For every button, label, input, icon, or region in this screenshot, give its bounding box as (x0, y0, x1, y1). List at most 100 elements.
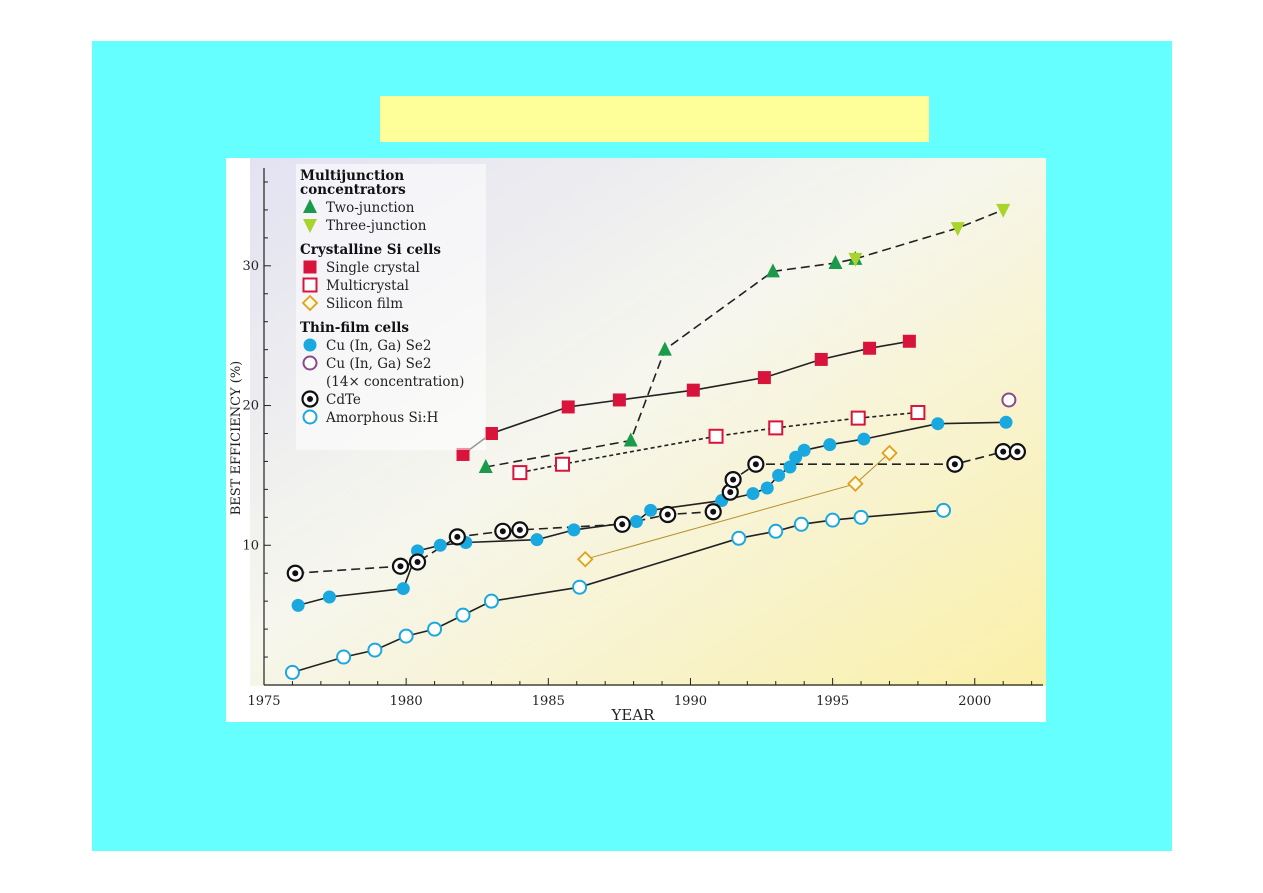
cu-in-ga-se2-point (931, 417, 945, 431)
two-junction-line (485, 258, 856, 468)
cu-in-ga-se2-point (783, 460, 797, 474)
amorphous-si-h-point (935, 502, 951, 518)
cu-in-ga-se2-point (322, 590, 336, 604)
single-crystal-point (484, 426, 498, 440)
single-crystal-point (561, 400, 575, 414)
single-crystal-point (456, 447, 470, 461)
cdte-point (659, 505, 677, 524)
legend-heading: concentrators (300, 182, 406, 198)
x-tick-label: 2000 (958, 694, 991, 709)
legend-marker (302, 409, 318, 425)
title-box (380, 96, 929, 142)
x-axis-label: YEAR (611, 706, 656, 722)
amorphous-si-h-point (572, 579, 588, 595)
y-tick-label: 10 (242, 538, 259, 553)
y-tick-label: 20 (242, 399, 259, 414)
three-junction-point (848, 252, 863, 267)
legend-entry-label: Amorphous Si:H (325, 410, 439, 426)
legend-marker (303, 199, 317, 213)
multicrystal-point (555, 456, 571, 472)
silicon-film-point (881, 444, 898, 462)
single-crystal-point (612, 393, 626, 407)
cu-in-ga-se2-point (797, 443, 811, 457)
cu-in-ga-se2-point (746, 487, 760, 501)
legend-marker (302, 355, 318, 371)
efficiency-chart: 1975 1980 1985 1990 1995 2000 10 20 30 Multijunc… (226, 158, 1046, 722)
two-junction-point (765, 263, 780, 278)
cdte-point (946, 455, 964, 473)
legend-entry-label: Single crystal (326, 260, 420, 276)
legend-heading: Thin-film cells (300, 320, 409, 336)
legend-entry-label: Multicrystal (326, 278, 409, 294)
legend-entry-label: Silicon film (326, 296, 403, 312)
multicrystal-point (910, 405, 926, 421)
amorphous-si-h-point (793, 516, 809, 532)
cu-in-ga-se2-point (857, 432, 871, 446)
silicon-film-point (847, 475, 864, 493)
multicrystal-point (708, 428, 724, 444)
legend-marker (303, 338, 317, 352)
legend-marker (301, 390, 319, 408)
cdte-point (704, 503, 722, 521)
amorphous-si-h-point (853, 509, 869, 525)
series-points (284, 203, 1027, 680)
legend-entry-label: (14× concentration) (326, 374, 464, 390)
cdte-point (448, 528, 466, 546)
axes: 1975 1980 1985 1990 1995 2000 10 20 30 (242, 168, 1043, 709)
legend-background (296, 164, 486, 450)
cdte-point (721, 483, 739, 501)
three-junction-point (950, 222, 965, 237)
cdte-point (511, 521, 529, 539)
legend-entry-label: Three-junction (326, 218, 427, 234)
y-tick-label: 30 (242, 259, 259, 274)
y-axis-label: BEST EFFICIENCY (%) (229, 361, 244, 516)
cdte-point (1008, 443, 1027, 461)
amorphous-si-h-point (731, 530, 747, 546)
amorphous-si-h-point (455, 607, 471, 623)
legend-marker (303, 260, 317, 274)
cu-in-ga-se2-point (433, 538, 447, 552)
cu-in-ga-se2-point (396, 582, 410, 596)
legend-marker (303, 219, 317, 233)
legend-marker (302, 277, 318, 293)
x-tick-label: 1985 (532, 694, 565, 709)
single-crystal-point (863, 341, 877, 355)
x-tick-label: 1975 (247, 694, 280, 709)
legend-marker (301, 294, 319, 312)
legend-entry-label: Cu (In, Ga) Se2 (326, 356, 431, 372)
single-crystal-point (686, 383, 700, 397)
amorphous-si-h-point (367, 642, 383, 658)
multicrystal-point (850, 410, 866, 426)
multicrystal-point (512, 465, 528, 481)
legend-heading: Crystalline Si cells (300, 242, 441, 258)
cu-in-ga-se2-point (644, 503, 658, 517)
legend-entry-label: CdTe (326, 392, 361, 408)
cu-in-ga-se2-14-concentration-point (1001, 392, 1017, 408)
amorphous-si-h-point (427, 621, 443, 637)
cu-in-ga-se2-point (999, 415, 1013, 429)
two-junction-point (623, 432, 638, 447)
cu-in-ga-se2-point (291, 598, 305, 612)
legend-entry-label: Two-junction (326, 200, 415, 216)
amorphous-si-h-point (284, 664, 300, 680)
single-crystal-point (814, 352, 828, 366)
two-junction-point (828, 255, 843, 270)
x-tick-label: 1995 (816, 694, 849, 709)
amorphous-si-h-point (398, 628, 414, 644)
legend-heading: Multijunction (300, 168, 404, 184)
two-junction-point (478, 459, 493, 474)
single-crystal-point (902, 334, 916, 348)
cu-in-ga-se2-point (760, 481, 774, 495)
cdte-point (613, 515, 631, 533)
cu-in-ga-se2-point (629, 515, 643, 529)
silicon-film-point (576, 550, 594, 568)
multicrystal-point (768, 420, 784, 436)
amorphous-si-h-point (768, 523, 784, 539)
cdte-point (494, 522, 512, 540)
x-tick-label: 1990 (674, 694, 707, 709)
cdte-point (994, 443, 1012, 461)
cdte-point (724, 470, 742, 489)
amorphous-si-h-point (483, 593, 499, 609)
single-crystal-point (757, 371, 771, 385)
